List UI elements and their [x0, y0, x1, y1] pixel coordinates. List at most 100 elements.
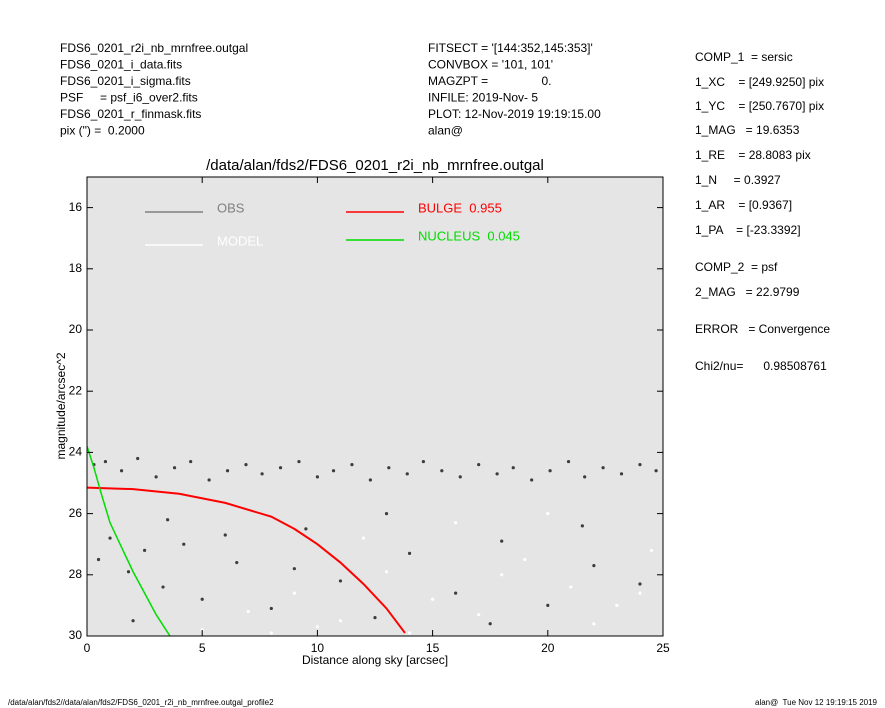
data-point — [373, 616, 377, 620]
data-point — [654, 469, 658, 473]
data-point — [338, 579, 343, 583]
data-point — [260, 472, 264, 476]
data-point — [384, 570, 389, 574]
data-point — [454, 591, 458, 595]
data-point — [315, 625, 319, 629]
data-point — [108, 536, 112, 540]
x-tick-label: 20 — [541, 641, 555, 655]
y-tick-label: 30 — [69, 628, 83, 642]
data-point — [500, 573, 504, 577]
data-point — [488, 622, 492, 626]
data-point — [523, 557, 527, 562]
x-tick-label: 5 — [199, 641, 206, 655]
data-point — [477, 463, 481, 467]
data-point — [200, 597, 204, 601]
data-point — [269, 631, 273, 635]
data-point — [154, 475, 158, 479]
header-line: PSF = psf_i6_over2.fits — [60, 91, 198, 105]
data-point — [223, 533, 227, 537]
fit-param: 1_AR = [0.9367] — [695, 198, 792, 212]
data-point — [131, 619, 135, 623]
x-tick-label: 15 — [426, 641, 440, 655]
data-point — [207, 478, 211, 482]
legend-label: MODEL — [217, 233, 263, 248]
fit-param: 2_MAG = 22.9799 — [695, 285, 800, 299]
fit-param: 1_YC = [250.7670] pix — [695, 99, 824, 113]
data-point — [235, 560, 239, 565]
data-point — [126, 570, 131, 574]
fit-param: 1_N = 0.3927 — [695, 173, 781, 187]
data-point — [315, 475, 319, 479]
header-line: FITSECT = '[144:352,145:353]' — [428, 41, 593, 55]
data-point — [350, 463, 354, 467]
data-point — [548, 469, 552, 473]
data-point — [225, 469, 230, 473]
data-point — [580, 524, 584, 528]
fit-param: 1_PA = [-23.3392] — [695, 223, 801, 237]
header-line: CONVBOX = '101, 101' — [428, 58, 553, 72]
data-point — [566, 459, 571, 464]
data-point — [405, 472, 409, 476]
data-point — [292, 567, 296, 571]
footer-stamp: alan@ Tue Nov 12 19:19:15 2019 — [755, 698, 878, 707]
data-point — [172, 466, 177, 470]
y-axis-label: magnitude/arcsec^2 — [54, 352, 68, 459]
header-line: FDS6_0201_r_finmask.fits — [60, 107, 201, 121]
y-tick-label: 28 — [69, 567, 83, 581]
plot-area — [87, 446, 658, 636]
data-point — [161, 585, 165, 589]
data-point — [530, 478, 534, 482]
data-point — [592, 564, 596, 568]
data-point — [387, 466, 391, 470]
header-line: FDS6_0201_i_sigma.fits — [60, 74, 191, 88]
fit-param: COMP_1 = sersic — [695, 50, 793, 64]
fit-param: 1_RE = 28.8083 pix — [695, 148, 811, 162]
y-tick-label: 24 — [69, 445, 83, 459]
data-point — [368, 478, 372, 482]
fit-param: ERROR = Convergence — [695, 322, 830, 336]
data-point — [583, 475, 587, 479]
header-line: pix (") = 0.2000 — [60, 124, 145, 138]
data-point — [331, 469, 336, 473]
data-point — [338, 619, 343, 623]
profile-curve — [87, 446, 171, 636]
data-point — [619, 472, 624, 476]
data-point — [182, 542, 186, 546]
data-point — [500, 539, 504, 543]
data-point — [143, 548, 147, 552]
data-point — [361, 536, 366, 540]
x-tick-label: 10 — [311, 641, 325, 655]
x-tick-label: 0 — [84, 641, 91, 655]
data-point — [601, 466, 605, 470]
header-line: FDS6_0201_i_data.fits — [60, 58, 182, 72]
data-point — [440, 469, 444, 473]
data-point — [407, 631, 412, 635]
data-point — [136, 456, 140, 461]
data-point — [407, 551, 412, 555]
data-point — [511, 466, 515, 470]
profile-curve — [87, 486, 406, 634]
data-point — [458, 475, 462, 479]
data-point — [546, 511, 550, 516]
data-point — [244, 463, 248, 467]
header-line: INFILE: 2019-Nov- 5 — [428, 91, 538, 105]
data-point — [278, 466, 283, 470]
y-tick-label: 22 — [69, 383, 83, 397]
data-point — [384, 511, 389, 516]
fit-param: 1_XC = [249.9250] pix — [695, 75, 824, 89]
plot-frame — [86, 176, 664, 637]
y-tick-label: 18 — [69, 261, 83, 275]
data-point — [615, 603, 619, 608]
y-tick-label: 26 — [69, 506, 83, 520]
header-line: FDS6_0201_r2i_nb_mrnfree.outgal — [60, 41, 248, 55]
data-point — [477, 612, 481, 617]
data-point — [649, 548, 654, 552]
data-point — [495, 472, 499, 476]
data-point — [103, 459, 108, 464]
x-tick-label: 25 — [656, 641, 670, 655]
footer-path: /data/alan/fds2//data/alan/fds2/FDS6_020… — [8, 698, 274, 707]
data-point — [269, 606, 273, 611]
data-point — [638, 582, 642, 586]
header-line: PLOT: 12-Nov-2019 19:19:15.00 — [428, 107, 601, 121]
